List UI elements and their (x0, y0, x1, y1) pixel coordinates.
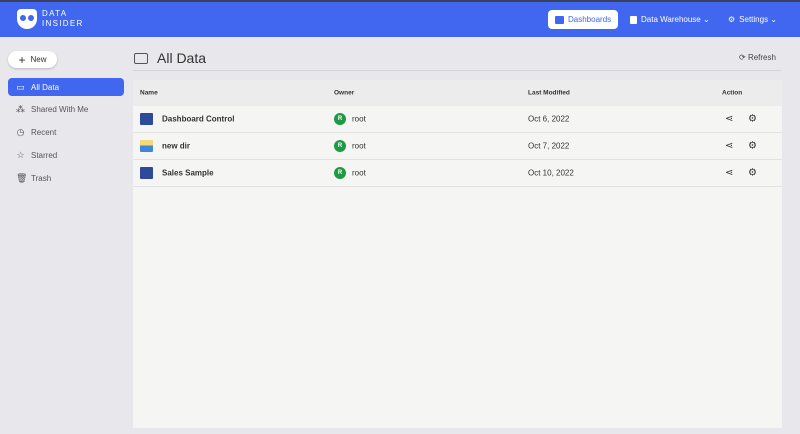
table-row[interactable]: new dir R root Oct 7, 2022 ⋖ ⚙ (133, 133, 782, 160)
gear-icon: ⚙ (728, 15, 736, 24)
share-icon[interactable]: ⋖ (725, 113, 734, 125)
gear-icon[interactable]: ⚙ (748, 140, 757, 152)
col-modified[interactable]: Last Modified (528, 89, 570, 97)
clock-icon: ◷ (16, 126, 25, 137)
sidebar-item-all-data[interactable]: ▭ All Data (8, 78, 124, 96)
brand-line2: INSIDER (42, 19, 84, 28)
row-owner: root (352, 141, 366, 151)
nav-settings[interactable]: ⚙ Settings ⌄ (728, 10, 777, 29)
nav-label: Dashboards (568, 15, 612, 24)
dashboard-icon (140, 167, 153, 179)
folder-icon (134, 52, 148, 64)
share-icon[interactable]: ⋖ (725, 167, 734, 179)
nav-dashboards[interactable]: Dashboards (548, 10, 619, 29)
gear-icon[interactable]: ⚙ (748, 113, 757, 125)
sidebar-item-shared[interactable]: ⁂ Shared With Me (8, 100, 124, 118)
table-row[interactable]: Dashboard Control R root Oct 6, 2022 ⋖ ⚙ (133, 106, 782, 133)
title-text: All Data (157, 50, 207, 66)
page-title: All Data (134, 50, 206, 66)
nav-label: Settings ⌄ (739, 15, 778, 24)
sidebar-item-starred[interactable]: ☆ Starred (8, 146, 124, 164)
table-row[interactable]: Sales Sample R root Oct 10, 2022 ⋖ ⚙ (133, 160, 782, 187)
label: Starred (31, 150, 58, 160)
row-modified: Oct 6, 2022 (528, 114, 570, 124)
trash-icon: 🗑 (16, 172, 28, 183)
row-owner: root (352, 168, 366, 178)
refresh-icon: ⟳ (739, 53, 746, 62)
row-name[interactable]: Sales Sample (162, 168, 214, 178)
folder-icon (140, 140, 153, 152)
owl-logo-icon (17, 9, 37, 29)
gear-icon[interactable]: ⚙ (748, 167, 757, 179)
sidebar-item-recent[interactable]: ◷ Recent (8, 123, 124, 141)
nav-data-warehouse[interactable]: Data Warehouse ⌄ (630, 10, 710, 29)
row-owner: root (352, 114, 366, 124)
row-modified: Oct 10, 2022 (528, 168, 574, 178)
share-icon[interactable]: ⋖ (725, 140, 734, 152)
row-name[interactable]: new dir (162, 141, 191, 151)
dashboard-icon (555, 15, 564, 24)
sidebar-item-trash[interactable]: 🗑 Trash (8, 169, 124, 187)
data-table: Name Owner Last Modified Action Dashboar… (133, 80, 782, 428)
database-icon (630, 15, 637, 24)
folder-icon: ▭ (16, 81, 25, 92)
row-modified: Oct 7, 2022 (528, 141, 570, 151)
new-button[interactable]: + New (8, 51, 57, 68)
brand-line1: DATA (42, 9, 68, 18)
dashboard-icon (140, 113, 153, 125)
top-bar: DATA INSIDER Dashboards Data Warehouse ⌄ … (0, 0, 800, 37)
avatar: R (334, 113, 346, 125)
label: All Data (31, 82, 60, 92)
col-name[interactable]: Name (140, 89, 158, 97)
avatar: R (334, 167, 346, 179)
avatar: R (334, 140, 346, 152)
label: Shared With Me (31, 104, 89, 114)
refresh-button[interactable]: ⟳ Refresh (739, 53, 776, 62)
new-label: New (30, 55, 47, 64)
star-icon: ☆ (16, 149, 25, 160)
divider (133, 70, 782, 71)
refresh-label: Refresh (747, 53, 776, 62)
label: Recent (31, 127, 57, 137)
label: Trash (31, 173, 52, 183)
row-name[interactable]: Dashboard Control (162, 114, 235, 124)
nav-label: Data Warehouse ⌄ (641, 15, 710, 24)
brand: DATA INSIDER (42, 9, 84, 29)
col-action: Action (722, 89, 743, 97)
plus-icon: + (18, 52, 26, 67)
share-icon: ⁂ (16, 103, 25, 114)
col-owner[interactable]: Owner (334, 89, 355, 97)
table-header: Name Owner Last Modified Action (133, 80, 782, 106)
